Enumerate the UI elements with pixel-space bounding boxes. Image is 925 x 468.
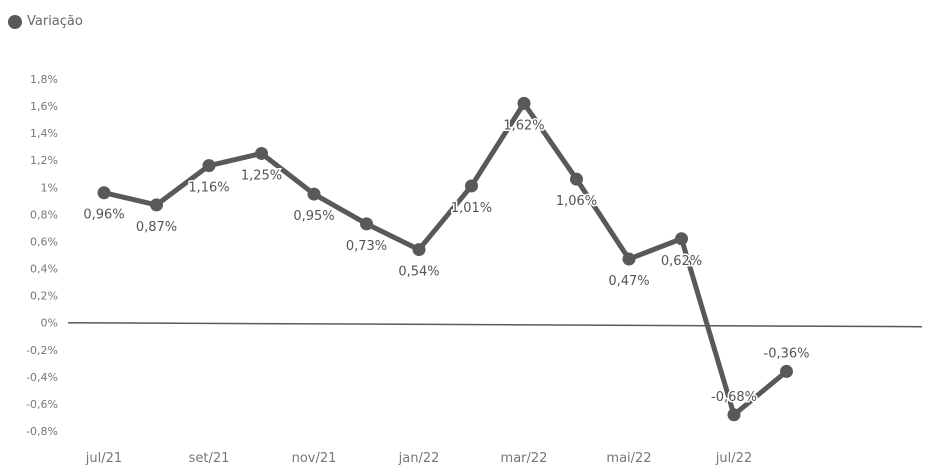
y-tick-label: 0,6% [30, 235, 58, 248]
y-tick-label: 1% [41, 181, 58, 194]
data-point [150, 198, 163, 212]
data-label: 0,54% [398, 265, 439, 280]
data-point [97, 186, 111, 200]
y-tick-label: -0,8% [26, 425, 58, 438]
data-label: 0,96% [83, 208, 124, 223]
x-tick-label: mar/22 [501, 451, 548, 466]
data-label: 0,95% [293, 209, 334, 224]
y-tick-label: 0,8% [30, 208, 58, 221]
y-tick-label: -0,4% [26, 371, 58, 384]
data-point [622, 252, 636, 266]
data-label: 1,06% [556, 194, 597, 209]
y-tick-label: -0,2% [26, 344, 58, 357]
data-label: 0,62% [661, 254, 702, 269]
data-point [517, 96, 531, 110]
data-label: 1,01% [451, 201, 492, 216]
y-tick-label: 1,4% [30, 127, 58, 140]
data-point [412, 243, 426, 257]
series-line [101, 100, 789, 418]
y-tick-label: 0,2% [30, 290, 58, 303]
data-label: 0,73% [346, 239, 387, 254]
x-tick-label: jan/22 [398, 451, 440, 466]
legend: Variação [8, 14, 83, 29]
data-point [570, 172, 583, 186]
y-tick-label: 1,2% [30, 154, 58, 167]
y-tick-label: -0,6% [26, 398, 58, 411]
zero-line [67, 321, 923, 328]
data-point [727, 408, 741, 422]
data-point [780, 364, 793, 378]
legend-label: Variação [27, 14, 83, 29]
x-tick-label: mai/22 [606, 451, 651, 466]
x-tick-label: jul/22 [715, 451, 752, 466]
data-point [255, 146, 268, 160]
data-point [675, 232, 688, 246]
y-tick-label: 1,6% [30, 100, 58, 113]
data-label: -0,36% [764, 346, 810, 361]
data-label: 1,62% [503, 118, 544, 133]
x-tick-label: jul/21 [85, 451, 122, 466]
x-tick-label: nov/21 [292, 451, 337, 466]
data-label: 1,25% [241, 168, 282, 183]
data-label: 0,47% [608, 274, 649, 289]
data-point [360, 217, 373, 231]
data-label: 0,87% [136, 220, 177, 235]
y-tick-label: 0% [41, 317, 58, 330]
data-label: -0,68% [711, 390, 757, 405]
y-tick-label: 0,4% [30, 263, 58, 276]
data-label: 1,16% [188, 181, 229, 196]
data-point [202, 159, 216, 173]
x-tick-label: set/21 [189, 451, 230, 466]
y-tick-label: 1,8% [30, 73, 58, 86]
data-point [307, 187, 321, 201]
data-point [465, 179, 478, 193]
legend-marker [8, 14, 22, 29]
